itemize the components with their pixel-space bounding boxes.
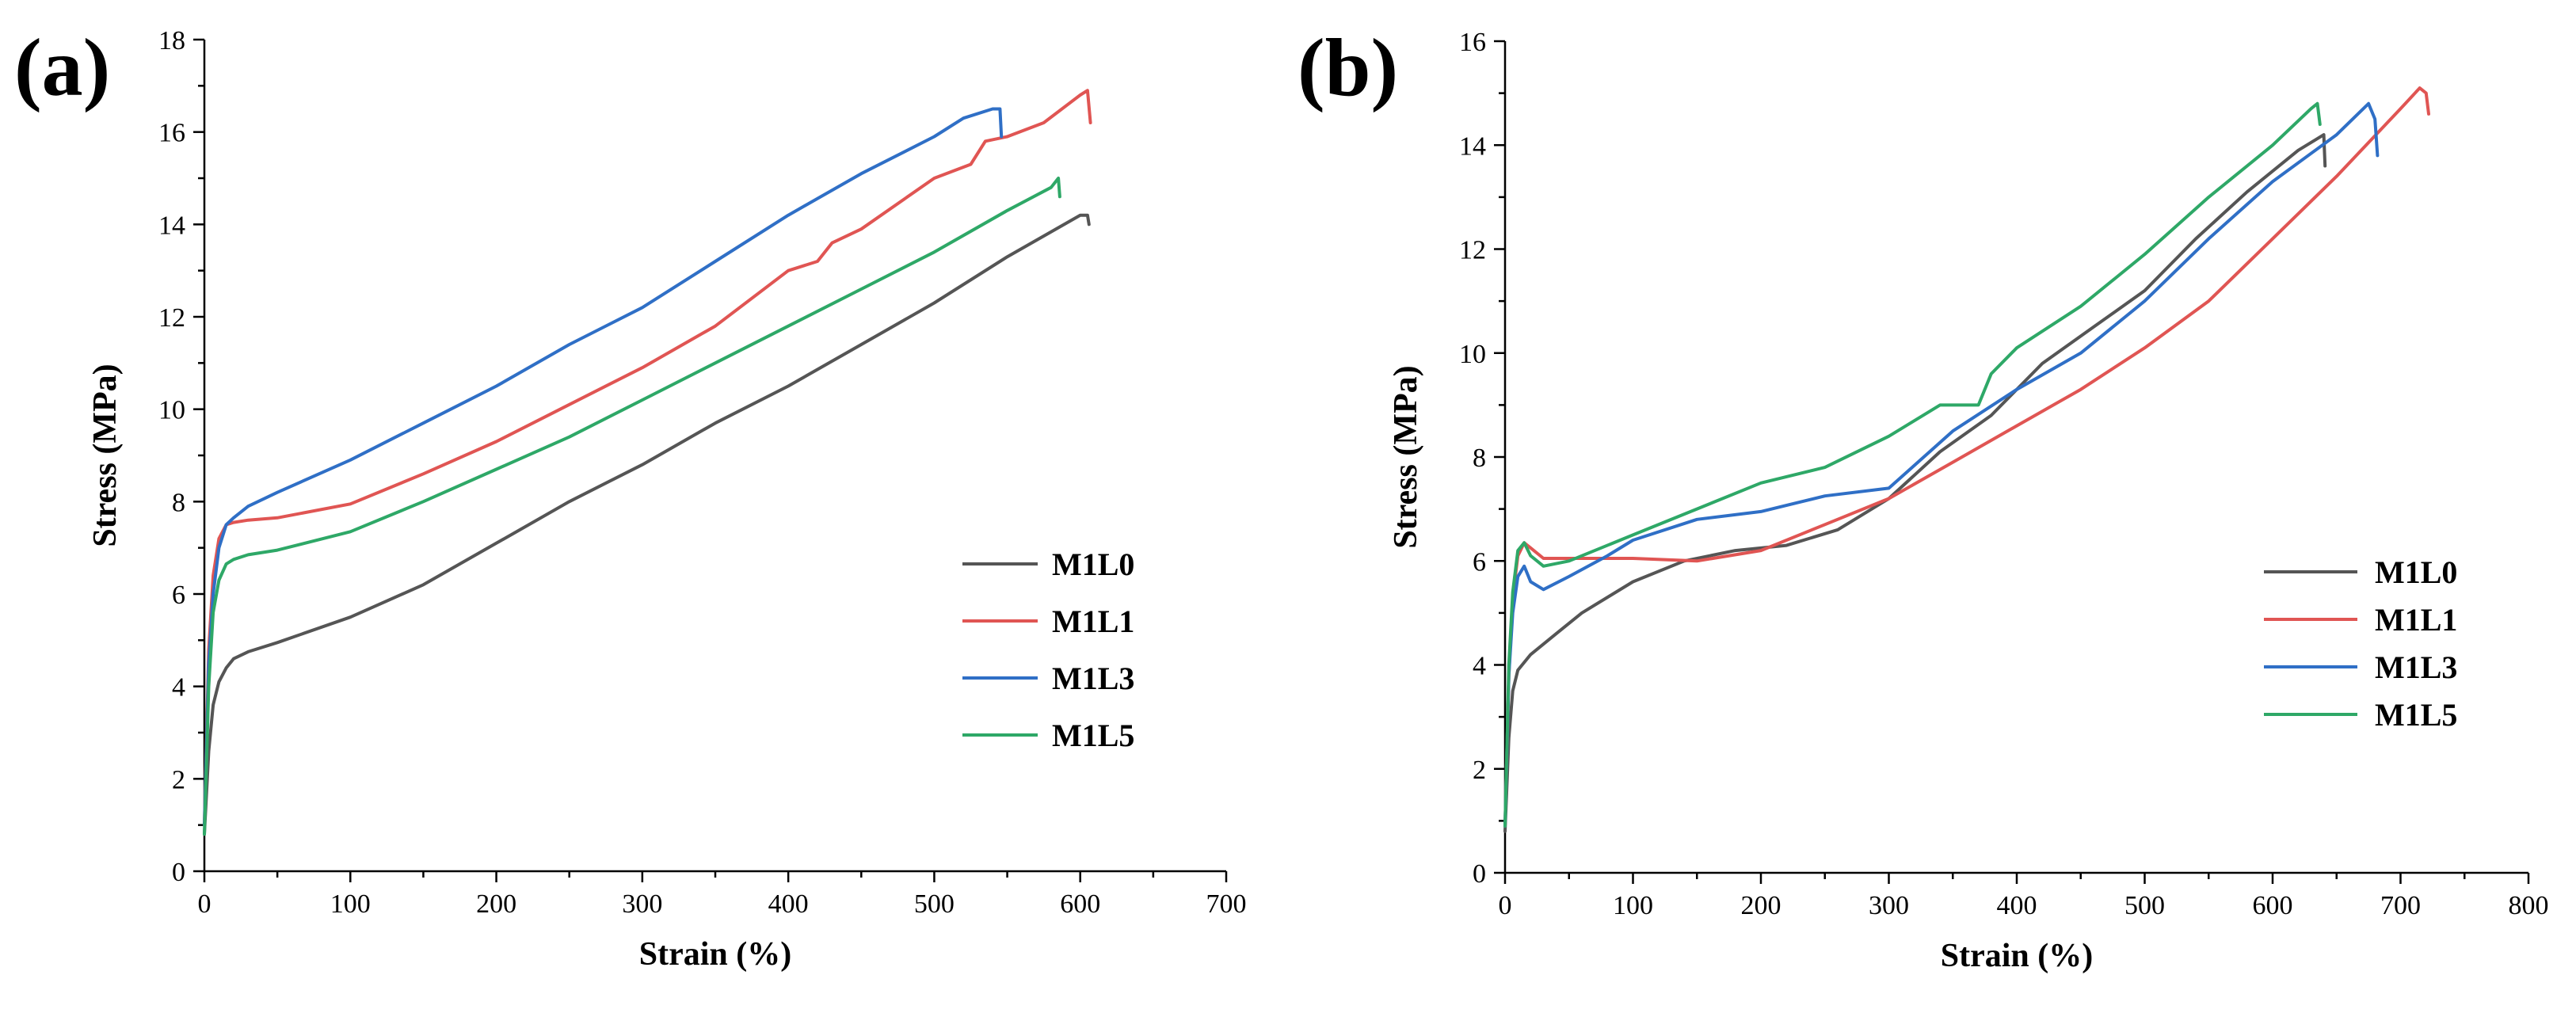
series-line-m1l5 [1503,101,2322,828]
y-tick-label: 10 [1459,340,1486,369]
y-tick-label: 4 [172,673,185,703]
y-tick-label: 12 [1459,236,1486,265]
chart-panel-b: (b) 0 100 200 300 400 500 600 700 800 0 2 4 6 8 10 12 14 1… [1298,22,2549,974]
x-axis-title: Strain (%) [639,936,792,973]
y-tick-label: 12 [158,303,185,333]
y-tick-label: 4 [1473,652,1486,681]
y-tick-label: 2 [1473,756,1486,785]
series-line-m1l3 [203,107,1004,827]
x-tick-label: 600 [2253,891,2293,920]
legend-label-m1l0: M1L0 [2375,554,2457,590]
y-tick-label: 8 [1473,444,1486,473]
y-tick-label: 0 [172,858,185,887]
x-tick-label: 500 [914,889,955,919]
x-tick-label: 500 [2124,891,2165,920]
x-tick-label: 400 [1997,891,2037,920]
legend: M1L0 M1L1 M1L3 M1L5 [962,546,1134,753]
legend-label-m1l0: M1L0 [1052,546,1134,582]
legend-label-m1l1: M1L1 [1052,604,1134,639]
x-tick-label: 600 [1060,889,1100,919]
legend-label-m1l5: M1L5 [2375,697,2457,733]
x-tick-label: 300 [1869,891,1909,920]
y-tick-label: 0 [1473,859,1486,889]
x-tick-label: 0 [1499,891,1512,920]
y-tick-label: 18 [158,26,185,55]
legend-label-m1l1: M1L1 [2375,602,2457,638]
x-tick-label: 0 [198,889,211,919]
x-tick-label: 300 [622,889,662,919]
panel-label: (a) [14,22,110,113]
y-tick-label: 16 [158,119,185,148]
y-tick-label: 16 [1459,28,1486,57]
y-tick-label: 8 [172,488,185,517]
series-line-m1l0 [1503,133,2327,833]
y-tick-label: 6 [172,581,185,610]
y-tick-label: 14 [1459,131,1486,161]
x-tick-label: 800 [2509,891,2549,920]
y-tick-label: 6 [1473,547,1486,577]
x-tick-label: 100 [1613,891,1653,920]
x-tick-label: 700 [1206,889,1247,919]
series-line-m1l5 [203,177,1061,836]
y-axis-title: Stress (MPa) [1388,365,1424,548]
panel-label: (b) [1298,22,1398,113]
legend-label-m1l5: M1L5 [1052,718,1134,753]
series-line-m1l0 [203,213,1091,836]
legend: M1L0 M1L1 M1L3 M1L5 [2264,554,2457,733]
x-tick-label: 200 [1741,891,1781,920]
series-line-m1l3 [1503,101,2380,828]
y-tick-label: 10 [158,396,185,425]
x-tick-label: 400 [768,889,809,919]
y-tick-label: 14 [158,211,185,240]
x-tick-label: 700 [2380,891,2421,920]
chart-panel-a: (a) 0 100 200 300 400 500 600 700 0 2 4 6 8 10 12 14 16 18… [14,22,1247,973]
series-line-m1l1 [203,89,1092,827]
x-tick-label: 100 [330,889,371,919]
y-tick-label: 2 [172,765,185,794]
y-axis-title: Stress (MPa) [87,364,124,546]
legend-label-m1l3: M1L3 [2375,649,2457,685]
x-tick-label: 200 [476,889,516,919]
legend-label-m1l3: M1L3 [1052,661,1134,696]
x-axis-title: Strain (%) [1941,938,2094,974]
